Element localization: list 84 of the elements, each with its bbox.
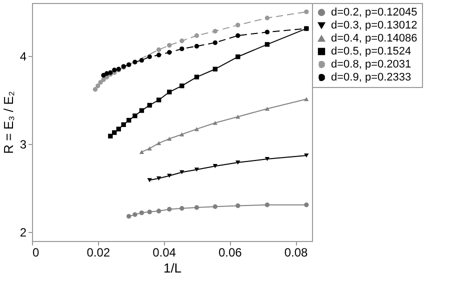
- point: [212, 164, 218, 168]
- point: [236, 203, 240, 208]
- point: [126, 214, 132, 219]
- point: [180, 206, 184, 211]
- x-tick-label: 0.06: [218, 246, 242, 260]
- point: [147, 210, 152, 214]
- point: [126, 118, 132, 123]
- point: [194, 127, 200, 132]
- point: [167, 50, 172, 55]
- point: [194, 33, 200, 38]
- point: [212, 66, 218, 72]
- y-tick-label: 4: [20, 49, 27, 64]
- y-tick-label: 2: [20, 226, 27, 240]
- legend-label: d=0.4, p=0.14086: [331, 32, 418, 44]
- point: [147, 178, 152, 182]
- point: [236, 22, 240, 28]
- point: [139, 210, 144, 216]
- point: [304, 9, 309, 14]
- x-tick-label: 0.02: [86, 246, 110, 260]
- point: [236, 54, 240, 60]
- point: [108, 134, 113, 138]
- point: [264, 106, 270, 111]
- x-tick-label: 0: [32, 246, 40, 260]
- point: [194, 74, 200, 80]
- point: [167, 42, 172, 48]
- point: [132, 60, 138, 64]
- point: [264, 30, 270, 34]
- legend-label: d=0.9, p=0.2333: [331, 72, 412, 84]
- point: [180, 46, 184, 52]
- point: [92, 87, 98, 92]
- point: [236, 160, 240, 165]
- point: [156, 176, 162, 180]
- point: [98, 80, 103, 85]
- x-tick-label: 0.08: [284, 246, 308, 260]
- legend-label: d=0.8, p=0.2031: [331, 58, 412, 70]
- point: [212, 120, 218, 125]
- point: [167, 90, 172, 94]
- point: [139, 150, 144, 154]
- point: [147, 54, 152, 60]
- point: [212, 204, 218, 209]
- point: [96, 84, 100, 88]
- point: [167, 174, 172, 178]
- point: [139, 108, 144, 113]
- point: [194, 168, 200, 172]
- point: [180, 84, 184, 88]
- point: [212, 40, 218, 46]
- point: [132, 113, 138, 118]
- point: [156, 141, 162, 146]
- point: [139, 58, 144, 63]
- point: [194, 44, 200, 49]
- legend-label: d=0.5, p=0.1524: [331, 46, 412, 58]
- point: [264, 16, 270, 20]
- x-axis-title: 1/L: [163, 260, 182, 276]
- x-tick-label: 0.04: [152, 246, 176, 260]
- point: [112, 130, 117, 135]
- point: [147, 146, 152, 150]
- point: [121, 122, 126, 127]
- point: [180, 170, 184, 174]
- point: [212, 28, 218, 34]
- point: [264, 202, 270, 208]
- point: [156, 208, 162, 214]
- y-tick-label: 3: [20, 138, 27, 152]
- point: [264, 42, 270, 47]
- point: [156, 47, 162, 52]
- point: [101, 77, 106, 82]
- y-axis-title: R = E₃ / E₂: [0, 91, 16, 154]
- point: [304, 97, 309, 102]
- point: [116, 126, 121, 132]
- legend-label: d=0.2, p=0.12045: [331, 6, 418, 18]
- point: [167, 136, 172, 141]
- point: [156, 98, 162, 102]
- point: [112, 68, 117, 72]
- legend-label: d=0.3, p=0.13012: [331, 20, 418, 32]
- point: [264, 156, 270, 162]
- point: [180, 38, 184, 44]
- point: [194, 205, 200, 210]
- point: [147, 102, 152, 108]
- point: [304, 202, 309, 208]
- point: [132, 212, 138, 217]
- point: [304, 153, 309, 158]
- point: [167, 206, 172, 212]
- point: [236, 33, 240, 38]
- point: [180, 132, 184, 136]
- point: [156, 52, 162, 58]
